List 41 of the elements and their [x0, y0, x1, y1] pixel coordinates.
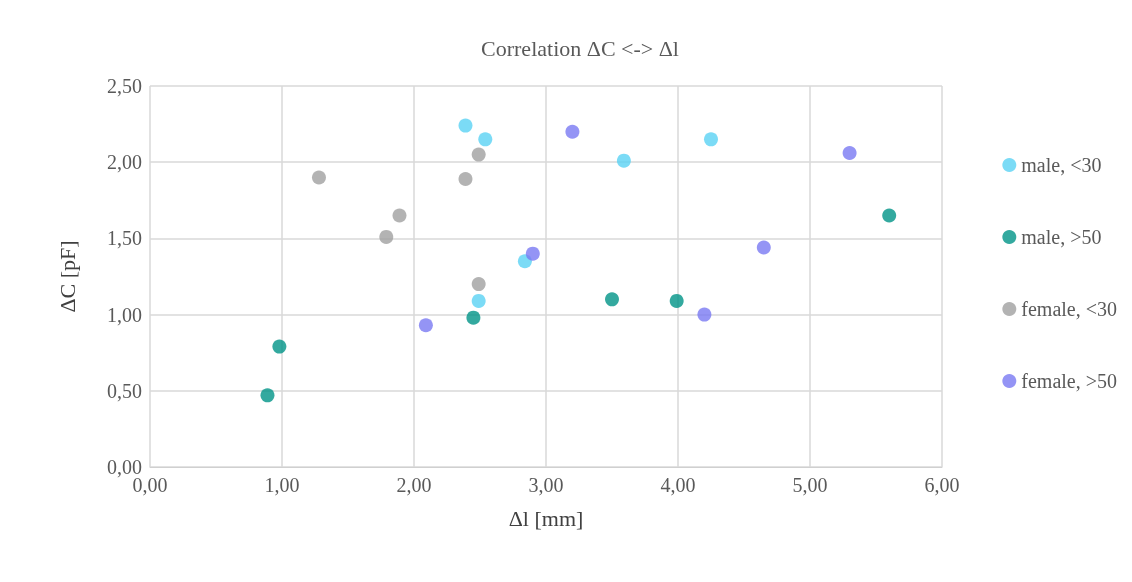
point	[756, 240, 771, 255]
point	[525, 246, 540, 261]
chart-title: Correlation ΔC <-> Δl	[481, 35, 679, 61]
point	[311, 170, 326, 185]
x-tick-label: 6,00	[924, 474, 960, 496]
y-tick-label: 0,50	[107, 379, 142, 402]
point	[272, 339, 287, 354]
point	[704, 132, 718, 147]
legend-label: female, >50	[1021, 370, 1117, 392]
x-tick-label: 1,00	[264, 474, 300, 496]
point	[466, 310, 481, 325]
y-tick-label: 1,00	[107, 303, 142, 326]
y-tick-label: 1,50	[107, 227, 142, 250]
point	[458, 118, 473, 133]
x-tick-label: 2,00	[396, 474, 432, 496]
point	[565, 124, 580, 139]
x-axis-title: Δl [mm]	[508, 505, 584, 531]
point	[616, 153, 631, 168]
x-tick-label: 3,00	[528, 474, 564, 496]
legend-label: male, <30	[1021, 154, 1102, 176]
x-tick-label: 4,00	[660, 474, 696, 496]
y-tick-label: 2,50	[107, 75, 142, 97]
point	[260, 388, 275, 403]
legend-label: female, <30	[1021, 298, 1117, 320]
point	[697, 307, 712, 322]
legend-label: male, >50	[1021, 226, 1102, 248]
y-axis-title: ΔC [pF]	[54, 240, 80, 313]
point	[605, 292, 619, 307]
point	[392, 208, 407, 223]
point	[458, 171, 473, 186]
point	[669, 293, 684, 308]
point	[471, 147, 486, 162]
point	[379, 229, 394, 244]
point	[471, 277, 486, 292]
point	[478, 132, 493, 147]
y-tick-label: 2,00	[107, 151, 142, 174]
point	[418, 318, 433, 333]
point	[882, 208, 897, 223]
point	[842, 146, 857, 161]
x-tick-label: 5,00	[792, 474, 828, 496]
point	[471, 293, 486, 308]
